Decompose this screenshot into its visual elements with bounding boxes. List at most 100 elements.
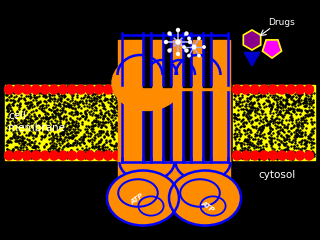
Point	[4, 93, 9, 97]
Point	[269, 105, 274, 108]
Point	[98, 99, 103, 103]
Point	[310, 110, 316, 114]
Point	[254, 90, 260, 94]
Point	[242, 105, 247, 108]
Circle shape	[242, 85, 251, 94]
Point	[270, 86, 275, 90]
Point	[69, 98, 74, 102]
Point	[77, 137, 82, 141]
Point	[31, 126, 36, 129]
Point	[63, 126, 68, 129]
Point	[84, 130, 89, 134]
Point	[305, 150, 310, 154]
Point	[82, 117, 87, 121]
Point	[233, 142, 238, 146]
Point	[69, 148, 74, 152]
Point	[311, 120, 316, 124]
Point	[292, 101, 298, 104]
Point	[68, 143, 73, 147]
Point	[295, 98, 300, 102]
Point	[15, 113, 20, 117]
Circle shape	[203, 46, 205, 48]
Point	[271, 111, 276, 115]
Point	[286, 145, 291, 149]
Point	[39, 134, 44, 138]
Point	[231, 151, 236, 155]
Point	[267, 157, 272, 161]
Point	[20, 136, 26, 140]
Point	[30, 140, 35, 144]
Point	[102, 145, 107, 149]
Point	[11, 98, 16, 102]
Point	[86, 134, 91, 138]
Point	[289, 96, 294, 99]
Point	[235, 102, 240, 106]
Point	[265, 95, 270, 99]
Point	[252, 106, 258, 110]
Point	[281, 85, 286, 89]
Point	[116, 114, 121, 118]
Point	[39, 104, 44, 108]
Point	[111, 132, 116, 136]
Point	[84, 108, 89, 112]
Point	[310, 105, 315, 109]
Point	[98, 112, 103, 116]
Point	[4, 84, 9, 88]
Point	[26, 138, 31, 142]
Point	[20, 148, 26, 152]
Point	[89, 126, 94, 130]
Point	[240, 103, 245, 107]
Point	[104, 85, 109, 89]
Point	[108, 119, 113, 123]
Point	[37, 121, 43, 125]
Point	[59, 89, 64, 93]
Point	[106, 111, 111, 114]
Point	[24, 121, 29, 125]
Point	[76, 123, 81, 127]
Point	[56, 113, 61, 117]
Point	[293, 141, 298, 145]
Point	[32, 126, 37, 130]
Point	[244, 131, 250, 135]
Point	[21, 141, 27, 145]
Point	[241, 128, 246, 132]
Point	[101, 129, 106, 133]
Point	[99, 129, 104, 133]
Point	[116, 106, 122, 109]
Point	[280, 114, 285, 118]
Point	[235, 141, 240, 144]
Point	[257, 90, 262, 94]
Point	[11, 112, 16, 115]
Point	[44, 105, 49, 109]
Point	[25, 123, 30, 126]
Point	[251, 153, 256, 156]
Point	[284, 124, 289, 128]
Point	[274, 107, 279, 111]
Point	[102, 120, 108, 124]
Point	[109, 84, 114, 88]
Point	[255, 108, 260, 112]
Point	[13, 121, 18, 125]
Point	[76, 141, 81, 145]
Point	[306, 155, 311, 159]
Point	[261, 102, 266, 105]
Point	[53, 132, 59, 136]
Point	[7, 102, 12, 106]
Point	[36, 88, 41, 92]
Point	[60, 133, 65, 137]
Point	[291, 152, 296, 156]
Point	[63, 110, 68, 114]
Point	[80, 85, 85, 89]
Point	[274, 97, 279, 101]
Point	[240, 87, 245, 91]
Point	[29, 118, 34, 122]
Point	[67, 125, 72, 129]
Point	[47, 142, 52, 145]
Point	[34, 149, 39, 153]
Point	[4, 148, 9, 151]
Point	[19, 84, 24, 88]
Point	[280, 135, 285, 139]
Point	[274, 103, 279, 107]
Point	[63, 121, 68, 125]
Point	[79, 106, 84, 110]
